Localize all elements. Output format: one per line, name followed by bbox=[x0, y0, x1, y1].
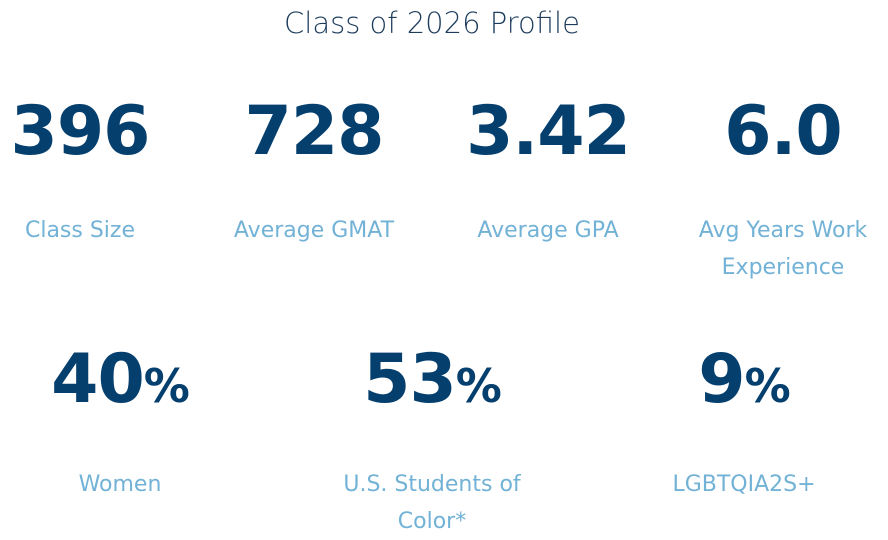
stat-unit: % bbox=[455, 359, 502, 413]
stat-value: 728 bbox=[244, 92, 385, 171]
stat-unit: % bbox=[744, 359, 791, 413]
profile-page: Class of 2026 Profile 396 Class Size 728 Av… bbox=[0, 6, 888, 534]
stat-value: 40 bbox=[51, 340, 145, 419]
stat-item: 3.42 Average GPA bbox=[438, 92, 658, 249]
stat-number: 9% bbox=[634, 340, 854, 426]
stat-value: 396 bbox=[10, 92, 151, 171]
stat-item: 728 Average GMAT bbox=[204, 92, 424, 249]
stat-value: 9 bbox=[698, 340, 745, 419]
stat-item: 396 Class Size bbox=[0, 92, 190, 249]
stat-value: 6.0 bbox=[724, 92, 842, 171]
stat-label: Avg Years Work Experience bbox=[698, 218, 868, 280]
stat-label: Class Size bbox=[24, 218, 136, 243]
stat-label: Average GMAT bbox=[233, 218, 395, 243]
stat-number: 728 bbox=[204, 92, 424, 172]
stat-label: U.S. Students of Color* bbox=[343, 472, 521, 534]
stat-number: 53% bbox=[322, 340, 542, 426]
stat-item: 6.0 Avg Years Work Experience bbox=[673, 92, 888, 286]
stat-label: LGBTQIA2S+ bbox=[672, 472, 816, 497]
stat-number: 396 bbox=[0, 92, 190, 172]
stat-number: 6.0 bbox=[673, 92, 888, 172]
stat-item: 9% LGBTQIA2S+ bbox=[634, 340, 854, 503]
page-title: Class of 2026 Profile bbox=[284, 6, 580, 40]
stat-value: 3.42 bbox=[466, 92, 631, 171]
stat-number: 40% bbox=[10, 340, 230, 426]
stat-unit: % bbox=[143, 359, 190, 413]
stat-item: 53% U.S. Students of Color* bbox=[322, 340, 542, 540]
stat-label: Average GPA bbox=[477, 218, 619, 243]
stat-value: 53 bbox=[363, 340, 457, 419]
stat-item: 40% Women bbox=[10, 340, 230, 503]
stat-number: 3.42 bbox=[438, 92, 658, 172]
stat-label: Women bbox=[78, 472, 162, 497]
